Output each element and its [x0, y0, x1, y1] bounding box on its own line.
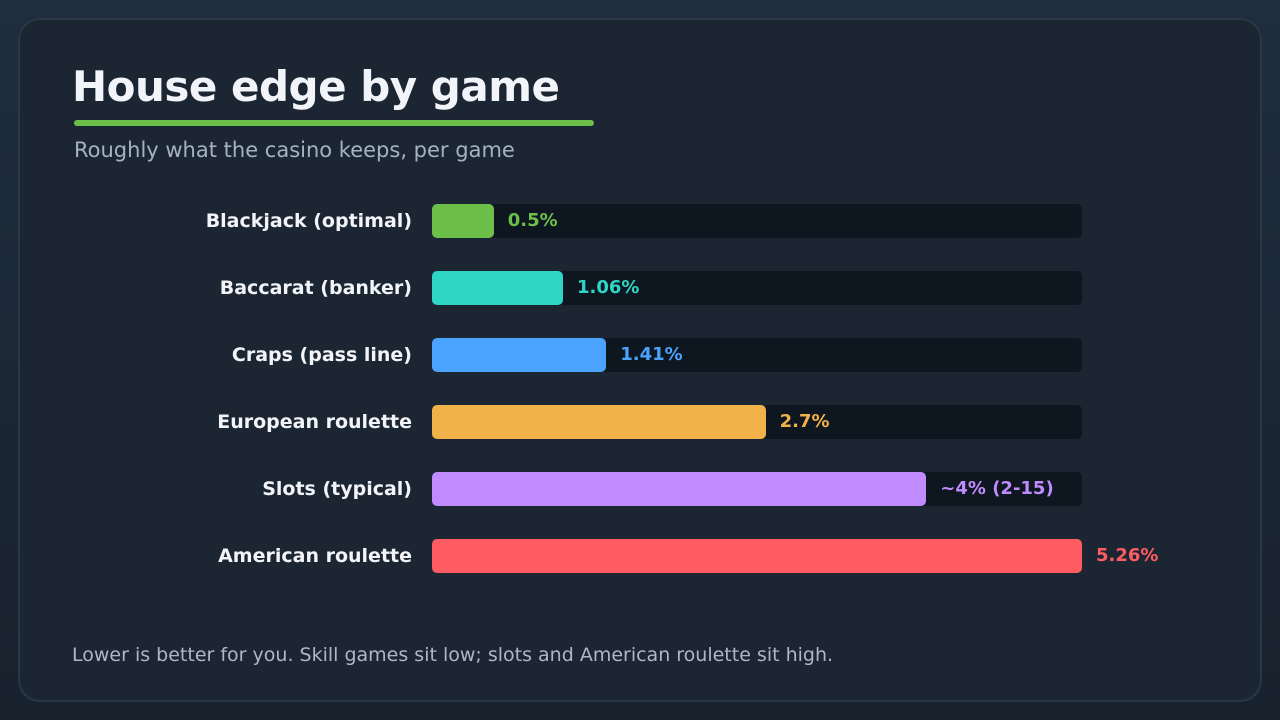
bar-baccarat-banker — [432, 271, 563, 305]
category-label-european-roulette: European roulette — [217, 411, 412, 433]
value-label-baccarat-banker: 1.06% — [576, 277, 640, 298]
bar-craps-pass-line — [432, 338, 607, 372]
category-label-baccarat-banker: Baccarat (banker) — [219, 277, 412, 299]
value-label-blackjack-optimal: 0.5% — [507, 210, 558, 231]
value-label-american-roulette: 5.26% — [1096, 545, 1159, 566]
chart-title: House edge by game — [72, 62, 560, 111]
category-label-craps-pass-line: Craps (pass line) — [231, 344, 412, 366]
bar-american-roulette — [432, 539, 1082, 573]
footnote: Lower is better for you. Skill games sit… — [72, 644, 834, 666]
bar-chart: Blackjack (optimal) 0.5% Baccarat (banker)… — [20, 20, 1264, 704]
value-label-craps-pass-line: 1.41% — [620, 344, 683, 365]
category-label-blackjack-optimal: Blackjack (optimal) — [205, 210, 412, 232]
value-label-european-roulette: 2.7% — [779, 411, 830, 432]
value-label-slots-typical: ~4% (2-15) — [940, 478, 1054, 499]
category-label-american-roulette: American roulette — [218, 545, 412, 567]
category-label-slots-typical: Slots (typical) — [262, 478, 412, 500]
chart-card: House edge by game Roughly what the casi… — [18, 18, 1262, 702]
bar-european-roulette — [432, 405, 766, 439]
bar-track-blackjack-optimal — [432, 204, 1082, 238]
chart-subtitle: Roughly what the casino keeps, per game — [74, 138, 515, 162]
title-underline — [74, 120, 594, 126]
bar-blackjack-optimal — [432, 204, 494, 238]
bar-slots-typical — [432, 472, 927, 506]
